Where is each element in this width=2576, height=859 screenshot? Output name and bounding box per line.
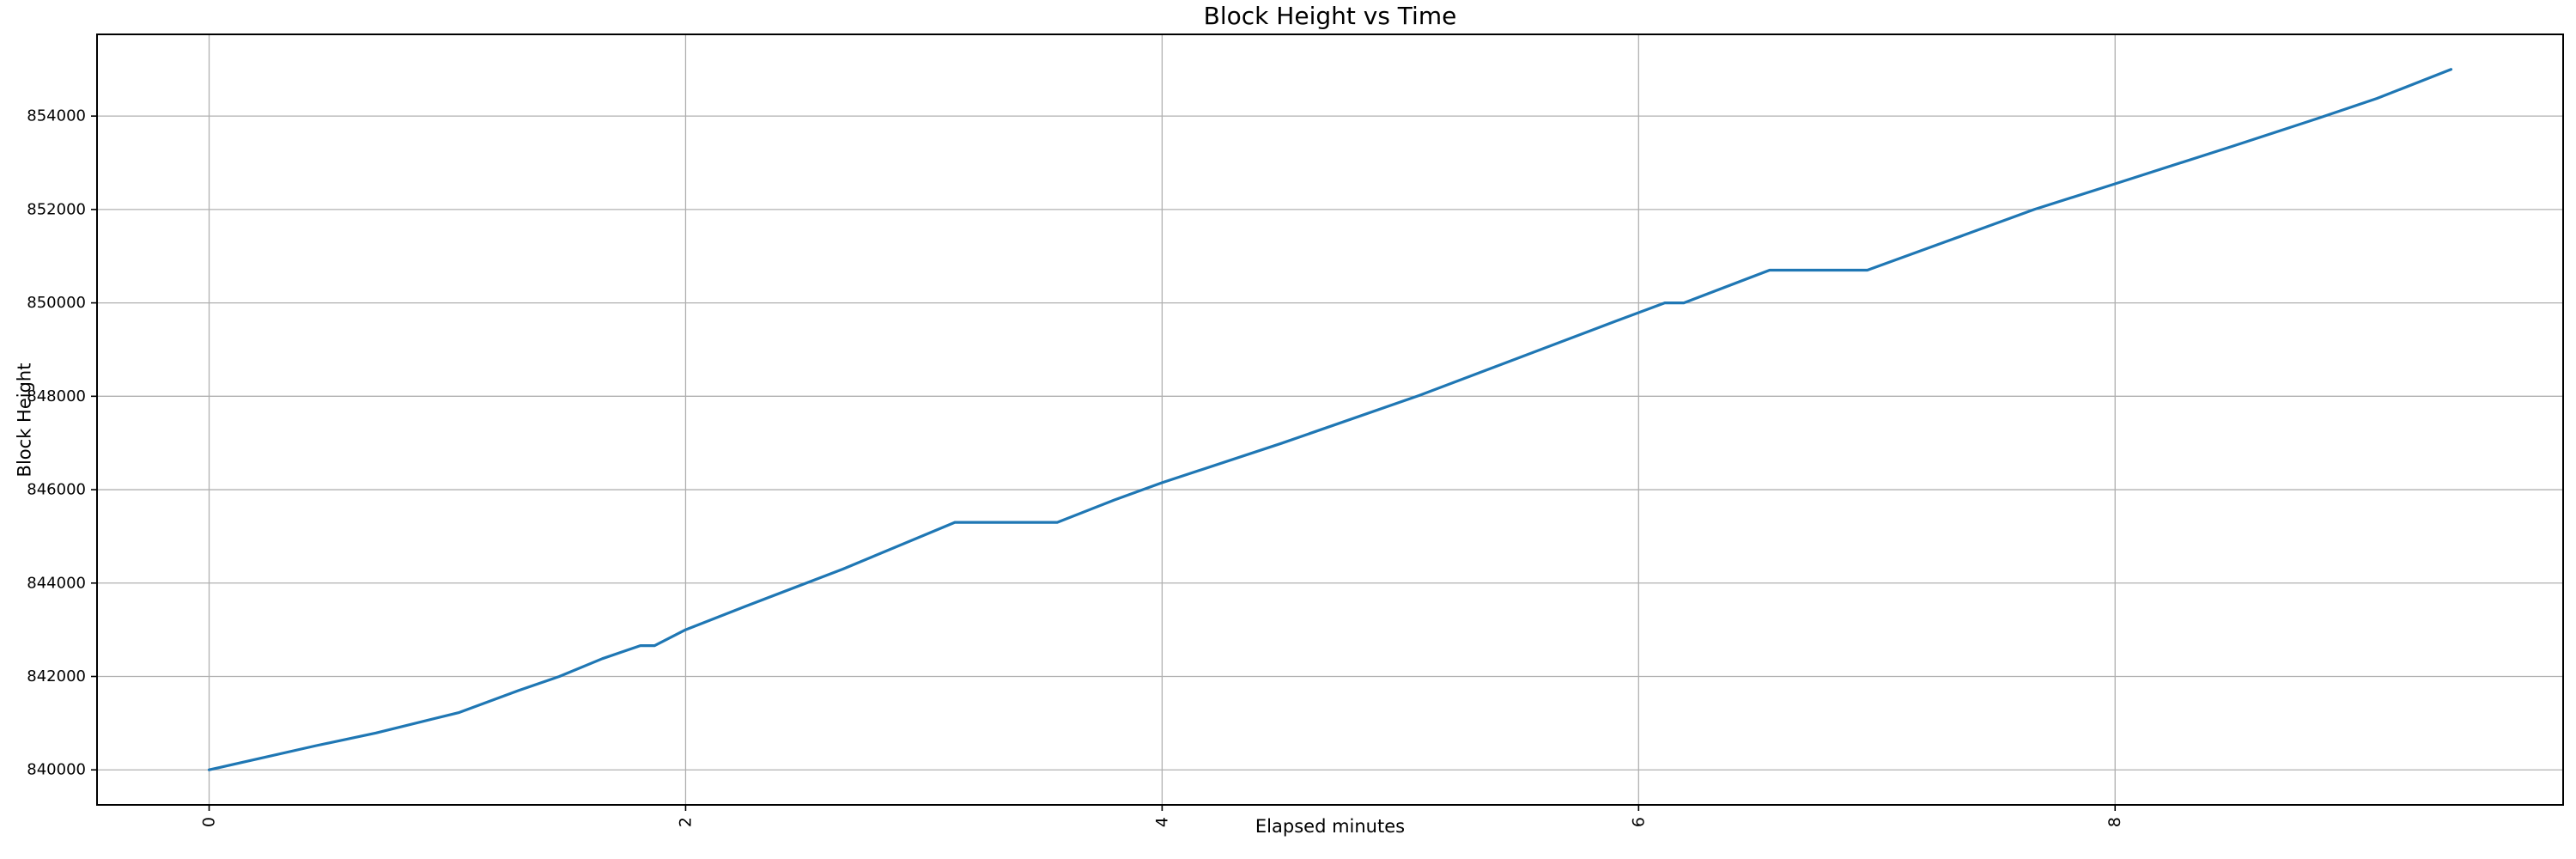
y-axis-label-container: Block Height bbox=[7, 34, 41, 805]
y-tick-label-0: 840000 bbox=[27, 761, 86, 779]
x-tick-label-2: 4 bbox=[1152, 817, 1171, 827]
plot-border bbox=[96, 34, 2564, 806]
chart-title: Block Height vs Time bbox=[1203, 2, 1457, 30]
y-axis-label: Block Height bbox=[14, 362, 35, 477]
y-tick-label-1: 842000 bbox=[27, 667, 86, 685]
y-tick-label-2: 844000 bbox=[27, 574, 86, 592]
y-tick-label-3: 846000 bbox=[27, 481, 86, 499]
x-tick-label-1: 2 bbox=[676, 817, 695, 827]
data-line-0 bbox=[207, 68, 2453, 771]
y-tick-label-5: 850000 bbox=[27, 294, 86, 312]
x-tick-label-3: 6 bbox=[1629, 817, 1648, 827]
x-axis-label: Elapsed minutes bbox=[1255, 816, 1406, 837]
y-tick-label-7: 854000 bbox=[27, 107, 86, 125]
y-tick-label-4: 848000 bbox=[27, 387, 86, 405]
y-tick-label-6: 852000 bbox=[27, 200, 86, 218]
x-tick-label-4: 8 bbox=[2105, 817, 2124, 827]
x-tick-label-0: 0 bbox=[200, 817, 219, 827]
